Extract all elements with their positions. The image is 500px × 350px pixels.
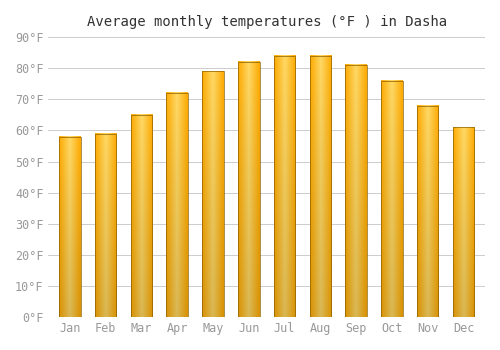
Bar [130,115,152,317]
Bar [310,56,331,317]
Bar [95,134,116,317]
Bar [381,80,402,317]
Bar [417,106,438,317]
Bar [166,93,188,317]
Title: Average monthly temperatures (°F ) in Dasha: Average monthly temperatures (°F ) in Da… [86,15,446,29]
Bar [202,71,224,317]
Bar [274,56,295,317]
Bar [238,62,260,317]
Bar [346,65,367,317]
Bar [59,137,80,317]
Bar [453,127,474,317]
